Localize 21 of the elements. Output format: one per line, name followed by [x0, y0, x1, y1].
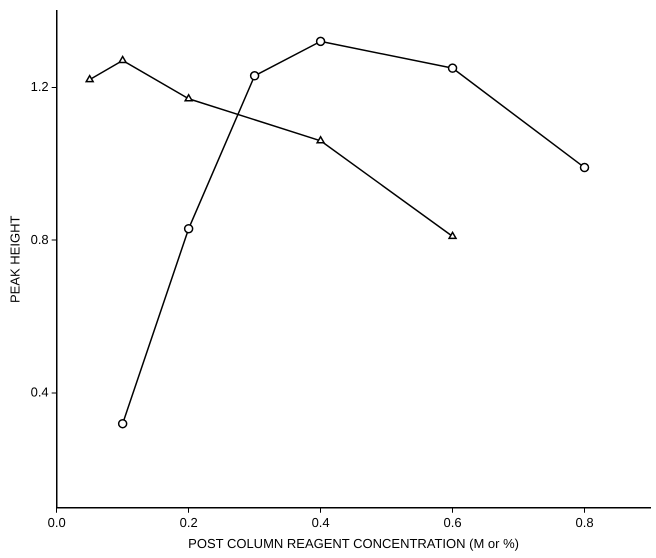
x-tick-label: 0.4: [312, 515, 330, 530]
point: [118, 56, 127, 64]
point: [250, 71, 260, 81]
point: [448, 63, 458, 73]
x-tick-label: 0.0: [48, 515, 66, 530]
x-tick-label: 0.8: [575, 515, 594, 530]
point: [85, 74, 94, 82]
point: [448, 232, 457, 240]
point: [580, 162, 590, 172]
y-tick-label: 1.2: [30, 78, 49, 94]
x-tick-label: 0.6: [444, 515, 462, 530]
y-tick-label: 0.8: [30, 232, 49, 247]
point: [184, 224, 194, 234]
x-tick-label: 0.2: [180, 515, 198, 530]
point: [316, 136, 325, 144]
y-axis-title: PEAK HEIGHT: [7, 216, 22, 304]
point: [118, 418, 128, 428]
x-axis-title: POST COLUMN REAGENT CONCENTRATION (M or %): [188, 536, 519, 551]
point: [184, 94, 193, 102]
y-tick-label: 0.4: [30, 384, 49, 400]
point: [316, 36, 326, 46]
